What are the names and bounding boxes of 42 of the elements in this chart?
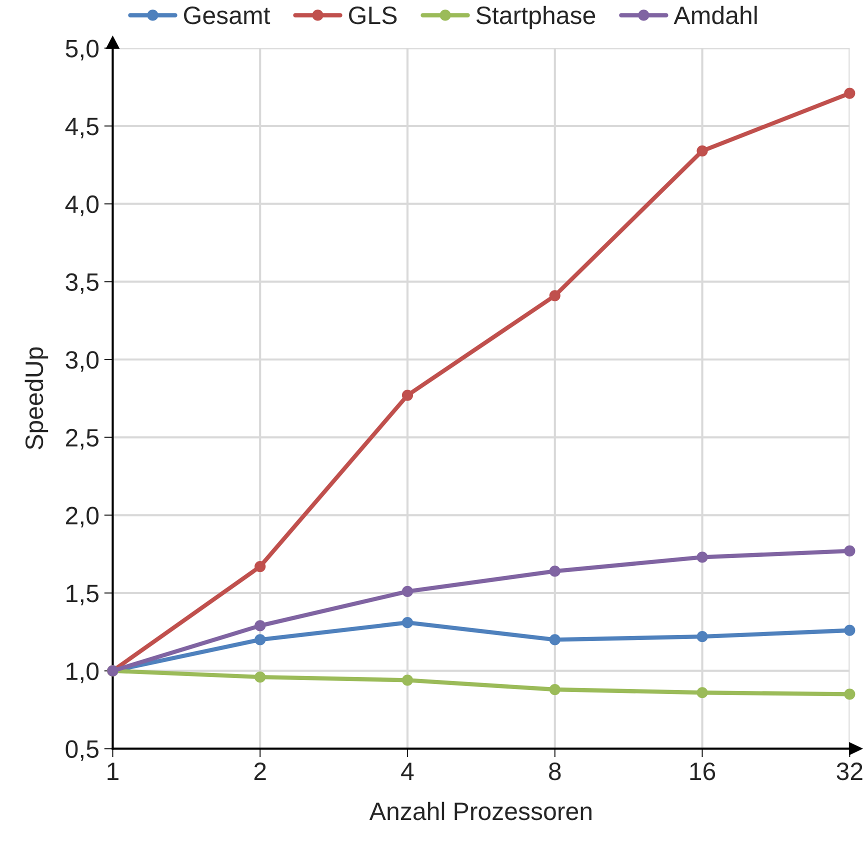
point <box>402 617 414 628</box>
x-tick-label: 16 <box>690 762 716 780</box>
y-tick-label: 2,5 <box>66 428 98 450</box>
legend-label: Gesamt <box>184 6 270 24</box>
point <box>549 634 560 646</box>
y-tick-label: 2,0 <box>66 506 99 528</box>
x-axis-title: Anzahl Prozessoren <box>369 802 592 820</box>
point <box>254 560 266 572</box>
x-tick-label: 2 <box>254 762 266 780</box>
y-tick-label: 3,0 <box>66 351 99 372</box>
y-tick-label: 1,0 <box>66 662 99 684</box>
point <box>402 390 414 401</box>
point <box>696 552 708 563</box>
point <box>844 624 856 636</box>
point <box>254 672 266 683</box>
y-tick-label: 3,5 <box>66 273 98 294</box>
point <box>696 687 708 698</box>
legend-label: GLS <box>349 6 397 24</box>
point <box>844 545 856 557</box>
y-tick-label: 4,5 <box>65 118 98 138</box>
point <box>402 586 414 597</box>
x-tick-label: 4 <box>401 762 414 780</box>
legend-label: Amdahl <box>674 6 757 24</box>
point <box>844 88 856 99</box>
y-axis-title: SpeedUp <box>24 347 48 450</box>
x-tick-label: 8 <box>549 762 561 780</box>
y-tick-label: 5,0 <box>66 40 99 60</box>
point <box>254 620 266 632</box>
point <box>696 631 708 642</box>
x-tick-label: 1 <box>108 762 118 780</box>
y-tick-label: 1,5 <box>66 584 98 606</box>
legend-label: Startphase <box>476 6 596 30</box>
point <box>549 290 560 302</box>
point <box>549 566 560 577</box>
point <box>696 145 708 156</box>
point <box>549 684 560 696</box>
point <box>402 674 414 686</box>
point <box>254 634 266 646</box>
point <box>844 688 856 700</box>
y-tick-label: 0,5 <box>66 740 98 761</box>
y-tick-label: 4,0 <box>65 195 99 216</box>
x-tick-label: 32 <box>836 762 862 780</box>
